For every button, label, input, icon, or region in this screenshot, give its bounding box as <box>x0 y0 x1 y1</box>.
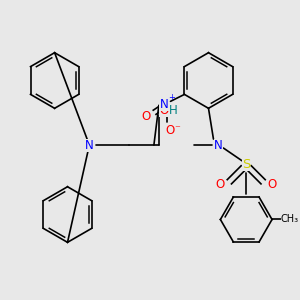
Text: N: N <box>85 139 94 152</box>
Text: O: O <box>267 178 277 191</box>
Text: S: S <box>242 158 250 171</box>
Text: CH₃: CH₃ <box>281 214 299 224</box>
Text: +: + <box>168 93 175 102</box>
Text: H: H <box>169 104 178 117</box>
Text: O: O <box>165 124 174 136</box>
Text: O: O <box>141 110 150 123</box>
Text: O: O <box>159 104 168 117</box>
Text: N: N <box>214 139 223 152</box>
Text: ⁻: ⁻ <box>175 124 180 134</box>
Text: O: O <box>216 178 225 191</box>
Text: N: N <box>160 98 169 111</box>
